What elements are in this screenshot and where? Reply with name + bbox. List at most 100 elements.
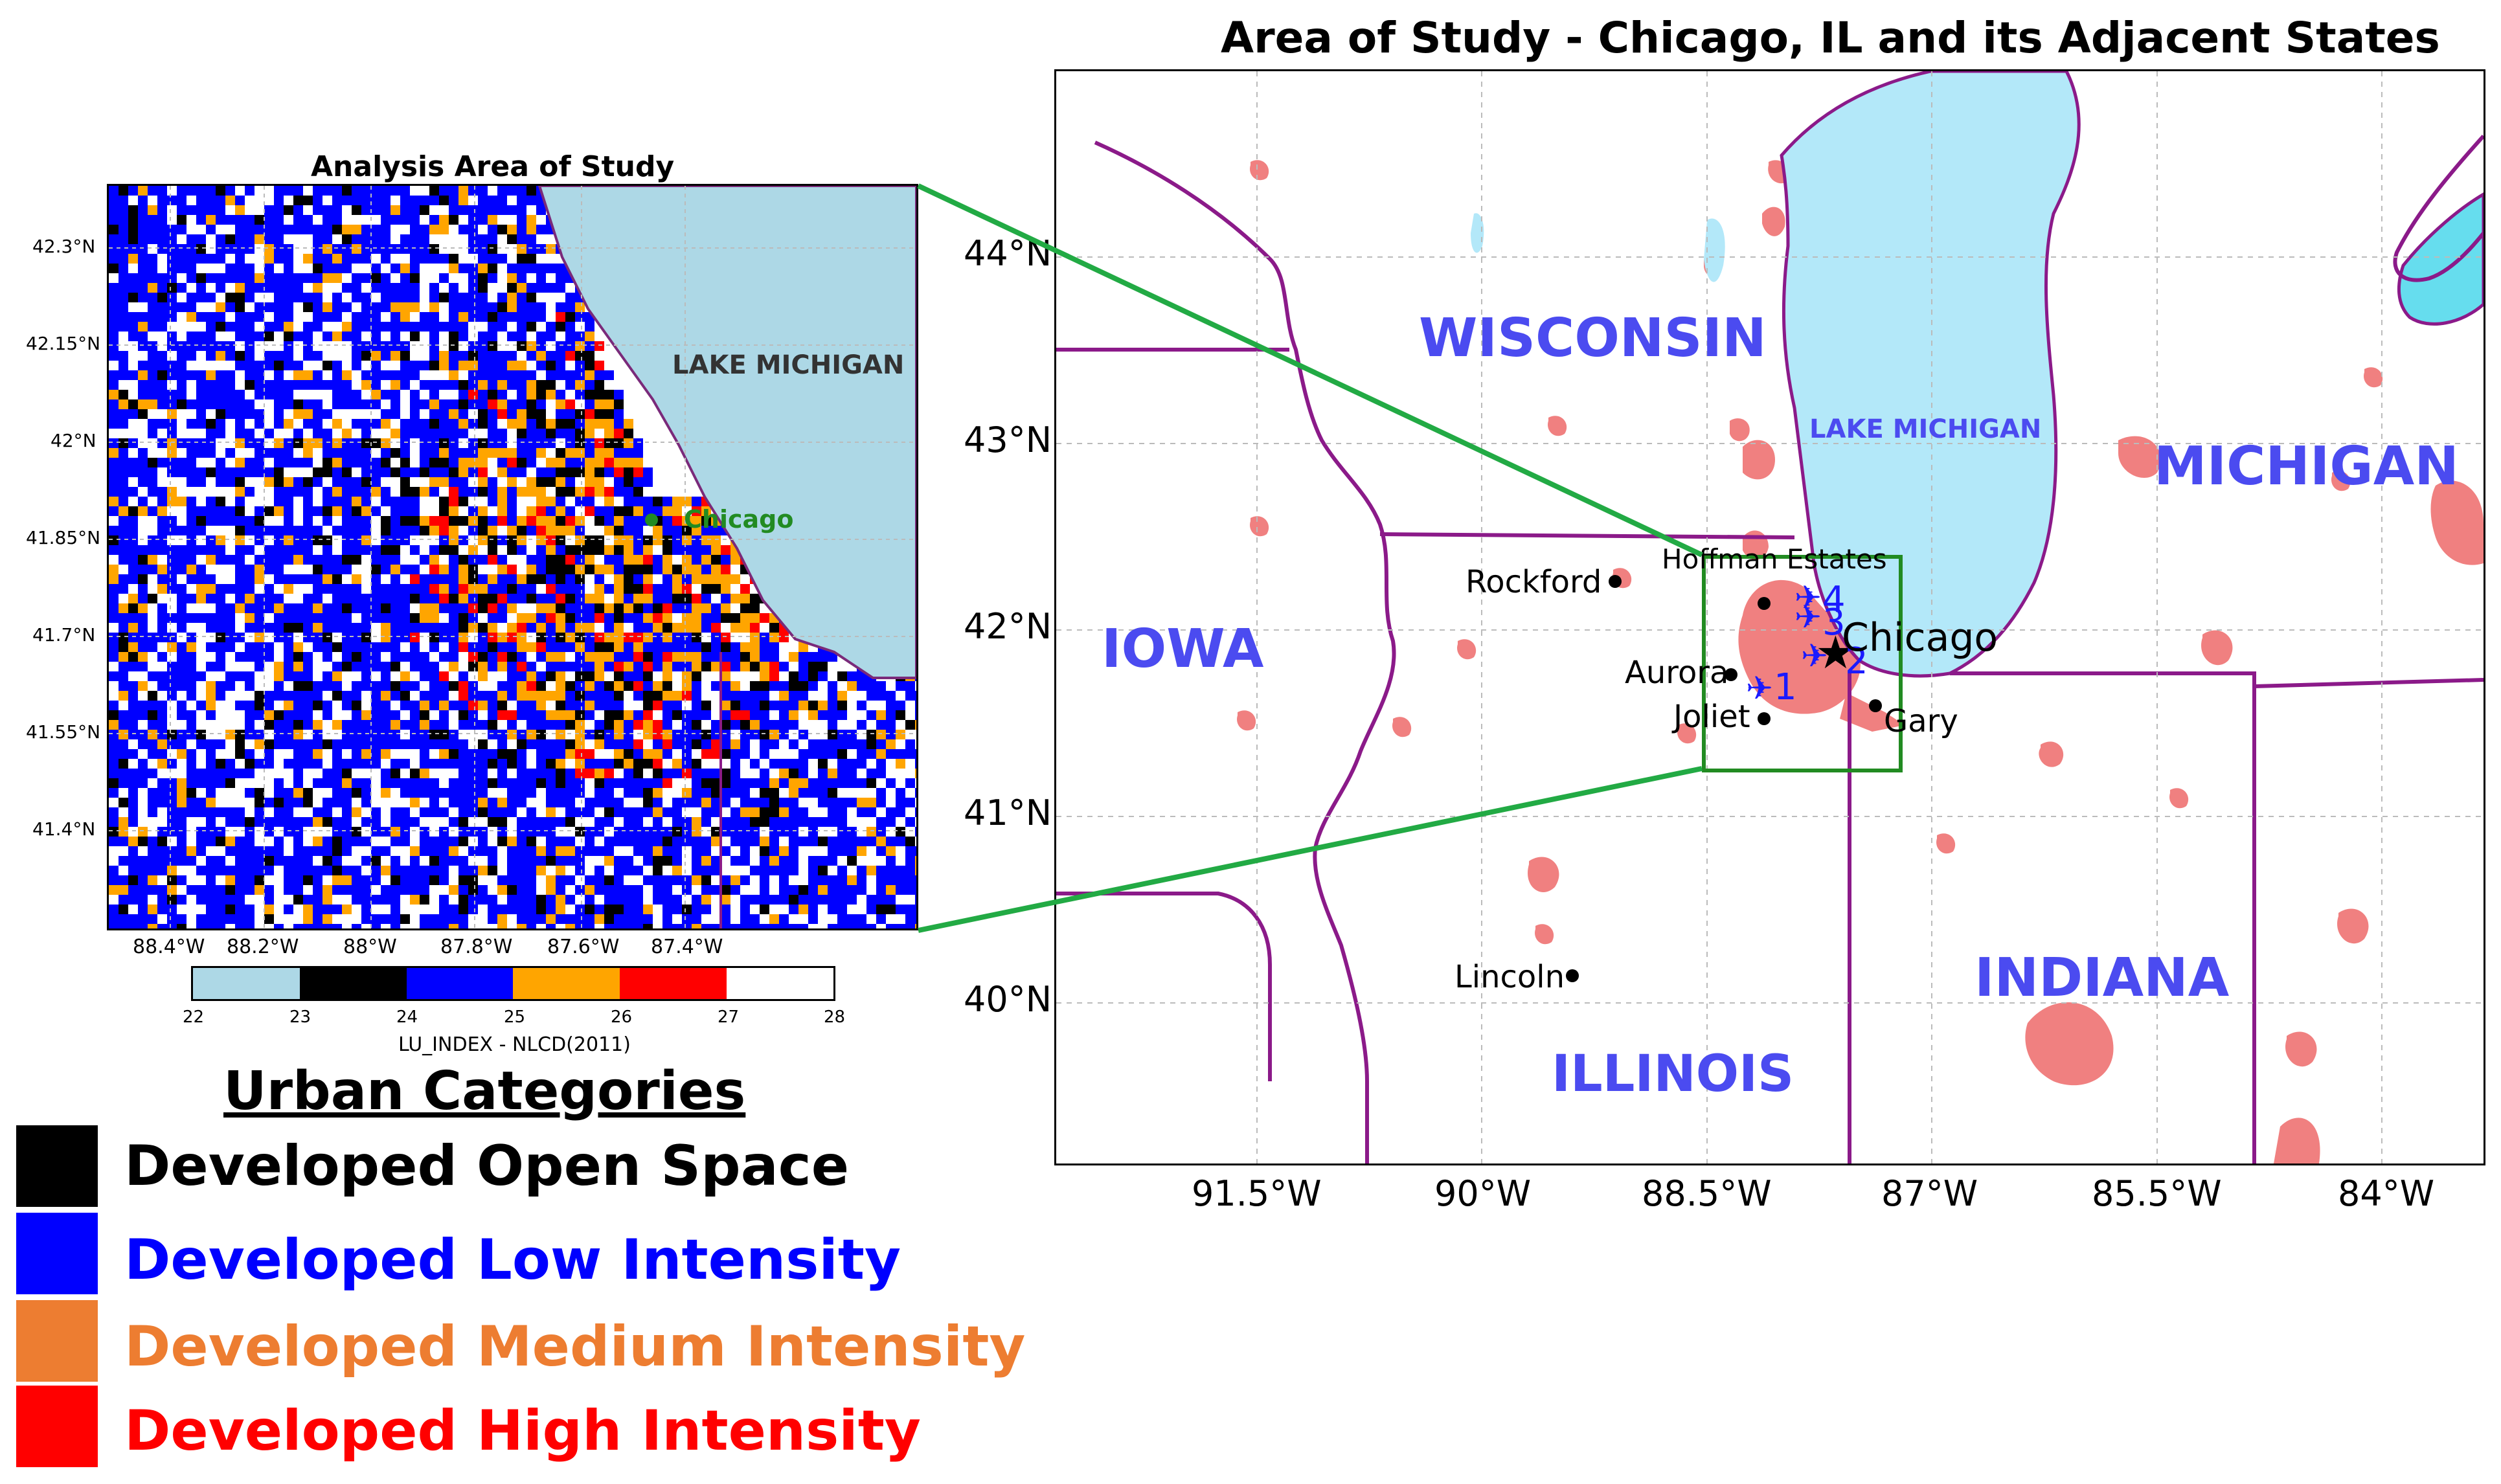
land-use-cell: [187, 264, 196, 273]
land-use-cell: [138, 497, 148, 506]
land-use-cell: [274, 215, 284, 225]
land-use-cell: [400, 341, 410, 351]
land-use-cell: [692, 497, 701, 506]
land-use-cell: [225, 215, 235, 225]
land-use-cell: [177, 361, 187, 370]
land-use-cell: [196, 506, 206, 516]
land-use-cell: [458, 205, 468, 215]
land-use-cell: [138, 370, 148, 380]
land-use-cell: [371, 506, 381, 516]
land-use-cell: [196, 448, 206, 458]
land-use-cell: [604, 467, 614, 477]
land-use-cell: [449, 419, 458, 429]
land-use-cell: [138, 361, 148, 370]
land-use-cell: [390, 351, 400, 361]
land-use-cell: [556, 477, 565, 487]
land-use-cell: [439, 497, 449, 506]
land-use-cell: [526, 399, 536, 409]
land-use-cell: [361, 351, 371, 361]
land-use-cell: [468, 351, 478, 361]
land-use-cell: [429, 312, 439, 322]
land-use-cell: [177, 370, 187, 380]
land-use-cell: [119, 361, 128, 370]
land-use-cell: [293, 409, 303, 419]
land-use-cell: [361, 516, 371, 526]
land-use-cell: [216, 419, 225, 429]
land-use-cell: [507, 205, 517, 215]
land-use-cell: [488, 215, 497, 225]
land-use-cell: [167, 361, 177, 370]
land-use-cell: [206, 448, 216, 458]
land-use-cell: [284, 361, 293, 370]
land-use-cell: [400, 196, 410, 205]
land-use-cell: [313, 293, 323, 302]
land-use-cell: [332, 273, 342, 283]
land-use-cell: [255, 302, 264, 312]
land-use-cell: [565, 293, 575, 302]
land-use-cell: [556, 429, 565, 438]
land-use-cell: [410, 467, 420, 477]
land-use-cell: [235, 273, 245, 283]
land-use-cell: [128, 283, 138, 293]
land-use-cell: [303, 351, 313, 361]
land-use-cell: [342, 399, 352, 409]
land-use-cell: [614, 390, 624, 399]
land-use-cell: [478, 361, 488, 370]
land-use-cell: [128, 370, 138, 380]
land-use-cell: [128, 506, 138, 516]
land-use-cell: [206, 254, 216, 264]
land-use-cell: [381, 516, 390, 526]
land-use-cell: [420, 448, 429, 458]
land-use-cell: [361, 467, 371, 477]
land-use-cell: [507, 487, 517, 497]
land-use-cell: [216, 370, 225, 380]
land-use-cell: [575, 487, 585, 497]
land-use-cell: [449, 467, 458, 477]
land-use-cell: [157, 399, 167, 409]
land-use-cell: [109, 215, 119, 225]
land-use-cell: [546, 477, 556, 487]
land-use-cell: [216, 234, 225, 244]
land-use-cell: [332, 205, 342, 215]
land-use-cell: [410, 506, 420, 516]
land-use-cell: [371, 283, 381, 293]
land-use-cell: [517, 370, 526, 380]
land-use-cell: [449, 448, 458, 458]
land-use-cell: [206, 399, 216, 409]
land-use-cell: [371, 399, 381, 409]
land-use-cell: [497, 351, 507, 361]
land-use-cell: [565, 448, 575, 458]
land-use-cell: [381, 244, 390, 254]
land-use-cell: [507, 351, 517, 361]
land-use-cell: [614, 487, 624, 497]
land-use-cell: [468, 438, 478, 448]
land-use-cell: [274, 186, 284, 196]
land-use-cell: [458, 186, 468, 196]
land-use-cell: [449, 458, 458, 467]
land-use-cell: [167, 409, 177, 419]
land-use-cell: [565, 312, 575, 322]
land-use-cell: [119, 487, 128, 497]
land-use-cell: [633, 506, 643, 516]
land-use-cell: [235, 458, 245, 467]
land-use-cell: [575, 438, 585, 448]
land-use-cell: [594, 477, 604, 487]
land-use-cell: [274, 234, 284, 244]
land-use-cell: [157, 516, 167, 526]
land-use-cell: [575, 516, 585, 526]
land-use-cell: [274, 390, 284, 399]
land-use-cell: [507, 283, 517, 293]
land-use-cell: [148, 487, 157, 497]
land-use-cell: [138, 225, 148, 234]
land-use-cell: [177, 497, 187, 506]
land-use-cell: [526, 215, 536, 225]
land-use-cell: [585, 370, 594, 380]
land-use-cell: [420, 322, 429, 332]
land-use-cell: [157, 196, 167, 205]
land-use-cell: [138, 264, 148, 273]
land-use-cell: [400, 302, 410, 312]
land-use-cell: [313, 244, 323, 254]
land-use-cell: [274, 225, 284, 234]
land-use-cell: [614, 419, 624, 429]
land-use-cell: [361, 225, 371, 234]
